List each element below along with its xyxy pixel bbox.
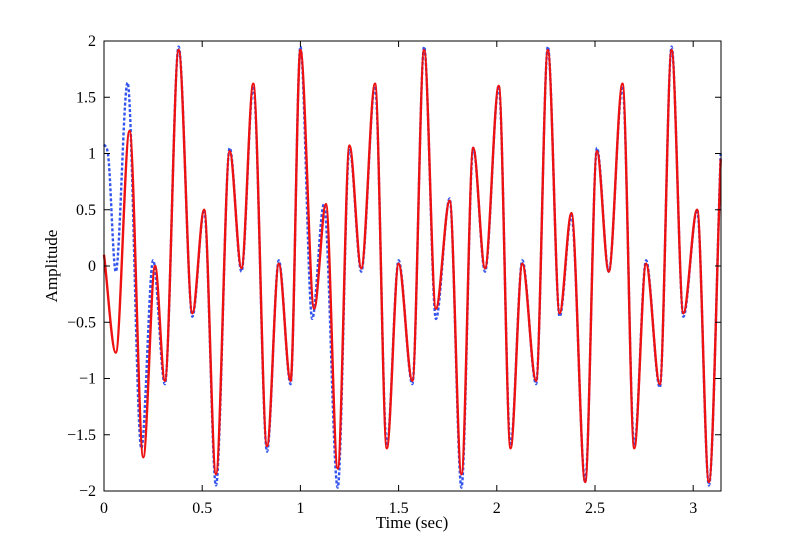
y-tick-label: 0.5 xyxy=(76,202,96,219)
x-tick-label: 1 xyxy=(296,500,304,517)
x-axis-label: Time (sec) xyxy=(376,513,449,532)
series-line-2 xyxy=(102,48,722,484)
y-tick-label: 1.5 xyxy=(76,89,96,106)
y-tick-label: −0.5 xyxy=(67,314,96,331)
x-tick-label: 0 xyxy=(100,500,108,517)
y-tick-label: 0 xyxy=(88,258,96,275)
series-layer xyxy=(102,45,722,489)
y-tick-label: −2 xyxy=(79,483,96,500)
y-tick-label: −1.5 xyxy=(67,427,96,444)
y-tick-label: 2 xyxy=(88,33,96,50)
x-tick-label: 0.5 xyxy=(192,500,212,517)
x-tick-label: 2 xyxy=(493,500,501,517)
x-tick-label: 3 xyxy=(689,500,697,517)
y-tick-label: −1 xyxy=(79,371,96,388)
tick-layer: 0 0.5 1 1.5 2 2.5 3 −2 −1.5 −1 −0.5 0 0.5 1 1.5 2 xyxy=(67,33,721,517)
y-axis-label: Amplitude xyxy=(42,230,61,303)
x-tick-label: 1.5 xyxy=(389,500,409,517)
x-tick-label: 2.5 xyxy=(585,500,605,517)
y-tick-label: 1 xyxy=(88,146,96,163)
